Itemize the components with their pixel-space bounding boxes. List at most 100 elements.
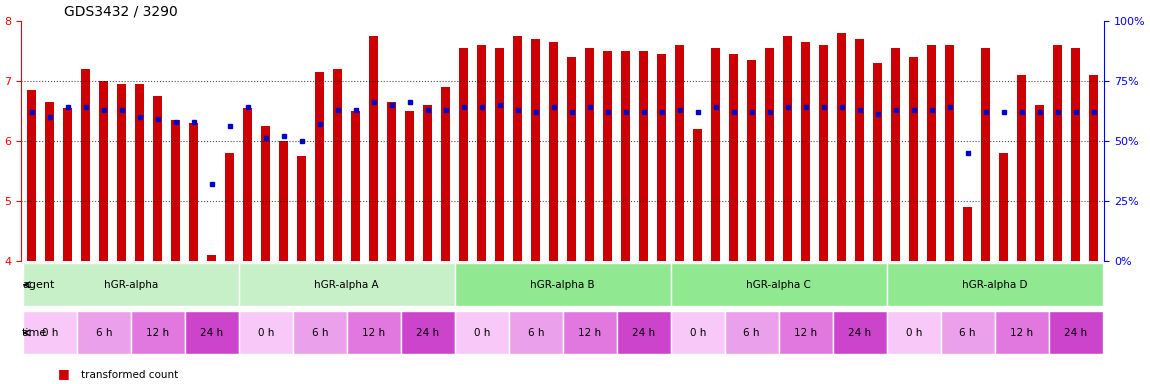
FancyBboxPatch shape [779,311,833,354]
FancyBboxPatch shape [887,263,1103,306]
Bar [261,126,270,261]
Bar [442,87,451,261]
Bar [45,102,54,261]
Bar [945,45,954,261]
Bar [1053,45,1063,261]
Bar [531,39,540,261]
Bar [621,51,630,261]
Bar [999,153,1009,261]
Text: transformed count: transformed count [81,370,178,380]
Bar [28,90,37,261]
Text: hGR-alpha B: hGR-alpha B [530,280,595,290]
Bar [315,72,324,261]
Text: 12 h: 12 h [1010,328,1033,338]
FancyBboxPatch shape [670,311,724,354]
Bar [981,48,990,261]
Text: 12 h: 12 h [362,328,385,338]
Bar [693,129,703,261]
Bar [675,45,684,261]
FancyBboxPatch shape [131,311,185,354]
FancyBboxPatch shape [239,311,293,354]
FancyBboxPatch shape [562,311,616,354]
Text: 12 h: 12 h [146,328,169,338]
Text: hGR-alpha D: hGR-alpha D [961,280,1027,290]
Bar [244,108,252,261]
Bar [783,36,792,261]
FancyBboxPatch shape [454,263,670,306]
Text: 24 h: 24 h [416,328,439,338]
Bar [873,63,882,261]
Text: 0 h: 0 h [905,328,922,338]
FancyBboxPatch shape [941,311,995,354]
Text: GDS3432 / 3290: GDS3432 / 3290 [64,4,178,18]
Bar [207,255,216,261]
Bar [477,45,486,261]
Bar [405,111,414,261]
Text: 6 h: 6 h [528,328,544,338]
Bar [550,42,558,261]
Bar [171,120,181,261]
Bar [819,45,828,261]
Bar [748,60,757,261]
FancyBboxPatch shape [508,311,562,354]
Bar [279,141,289,261]
Bar [1035,105,1044,261]
Bar [1071,48,1080,261]
FancyBboxPatch shape [400,311,454,354]
Text: 0 h: 0 h [690,328,706,338]
FancyBboxPatch shape [77,311,131,354]
Bar [910,57,918,261]
Text: hGR-alpha A: hGR-alpha A [314,280,380,290]
FancyBboxPatch shape [23,311,77,354]
Text: 6 h: 6 h [312,328,328,338]
Text: ■: ■ [58,382,69,384]
Text: 24 h: 24 h [849,328,872,338]
Bar [639,51,649,261]
Text: ■: ■ [58,367,69,380]
Text: 6 h: 6 h [744,328,760,338]
Bar [190,123,198,261]
Bar [964,207,972,261]
FancyBboxPatch shape [616,311,670,354]
FancyBboxPatch shape [887,311,941,354]
Text: time: time [22,328,47,338]
FancyBboxPatch shape [293,311,347,354]
FancyBboxPatch shape [239,263,454,306]
FancyBboxPatch shape [833,311,887,354]
Text: 6 h: 6 h [95,328,112,338]
Bar [856,39,864,261]
Bar [585,48,595,261]
FancyBboxPatch shape [23,263,239,306]
Bar [334,69,343,261]
Text: 0 h: 0 h [474,328,490,338]
Text: 24 h: 24 h [200,328,223,338]
Bar [658,54,666,261]
Bar [891,48,900,261]
Bar [82,69,91,261]
Bar [1089,75,1098,261]
Text: 6 h: 6 h [959,328,976,338]
Text: 12 h: 12 h [795,328,818,338]
Text: 24 h: 24 h [632,328,655,338]
Bar [423,105,432,261]
Bar [63,108,72,261]
FancyBboxPatch shape [670,263,887,306]
Bar [388,102,397,261]
Bar [351,111,360,261]
Bar [153,96,162,261]
Text: 0 h: 0 h [41,328,58,338]
FancyBboxPatch shape [995,311,1049,354]
Bar [802,42,811,261]
FancyBboxPatch shape [347,311,400,354]
Bar [604,51,612,261]
Bar [298,156,306,261]
FancyBboxPatch shape [1049,311,1103,354]
Bar [567,57,576,261]
FancyBboxPatch shape [185,311,239,354]
FancyBboxPatch shape [724,311,779,354]
Bar [837,33,846,261]
Bar [711,48,720,261]
Bar [513,36,522,261]
Bar [225,153,235,261]
Bar [927,45,936,261]
